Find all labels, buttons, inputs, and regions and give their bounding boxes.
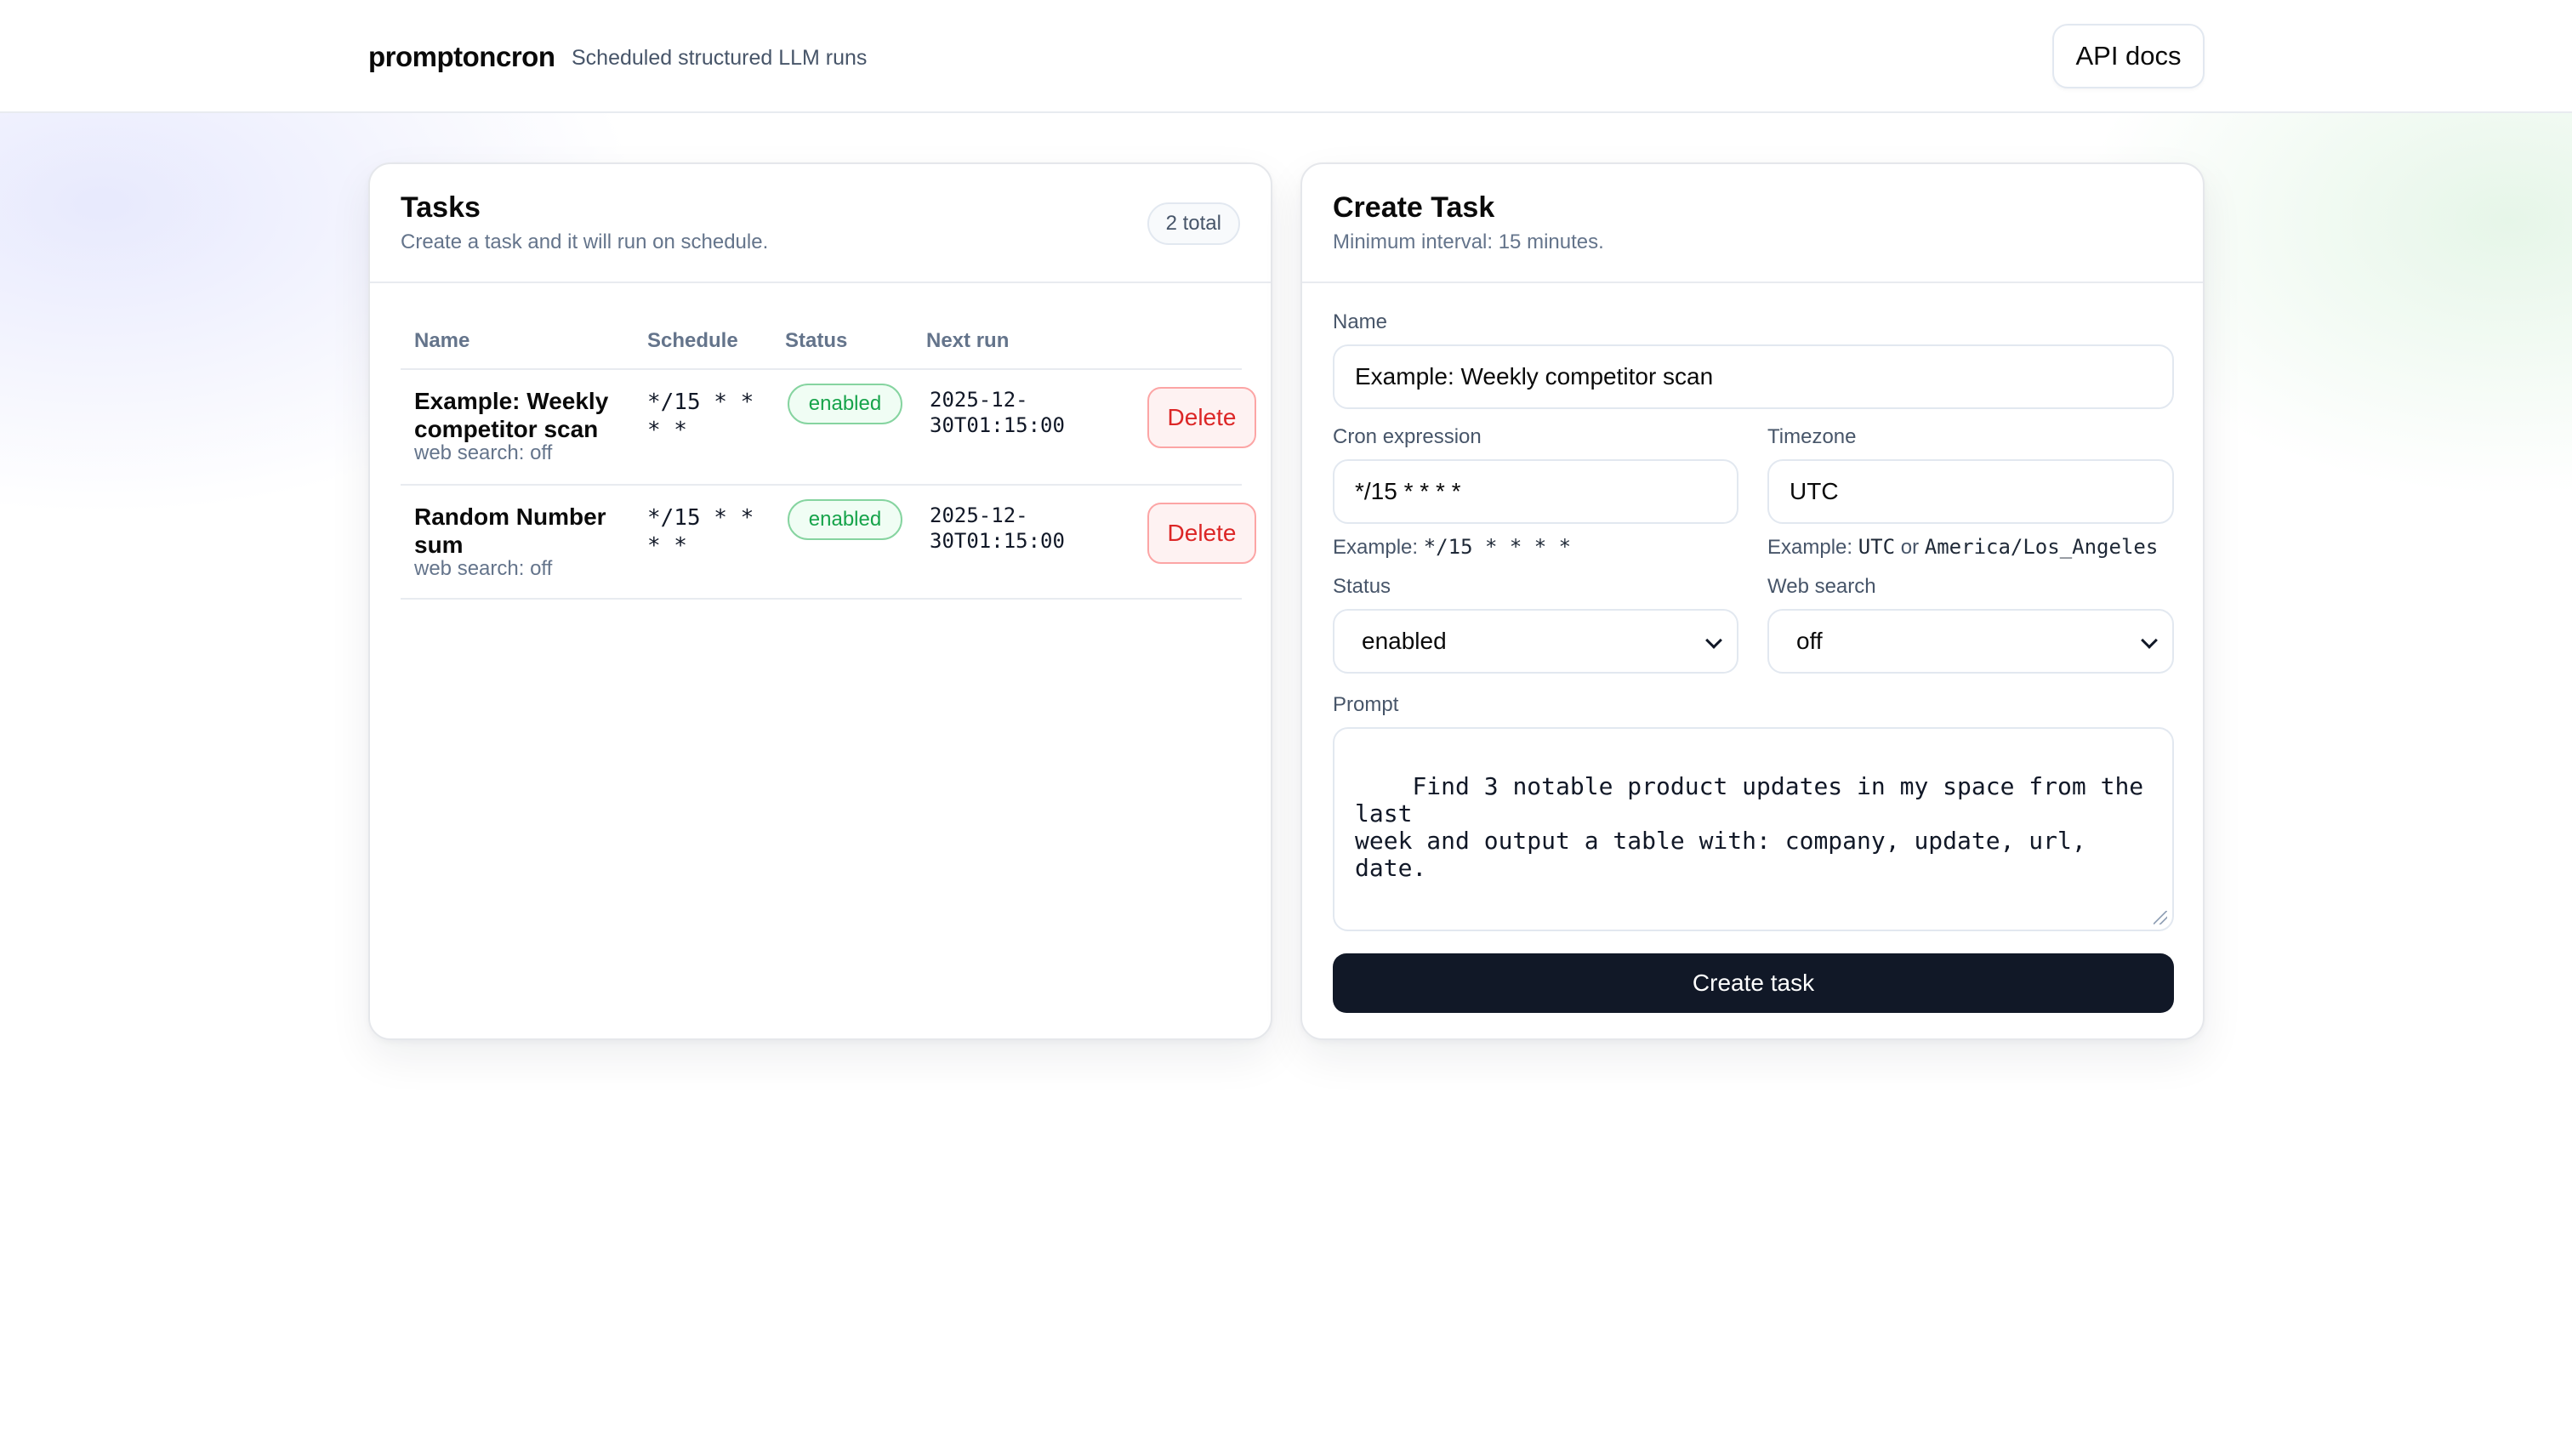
task-name: Random Number sum bbox=[414, 503, 606, 558]
table-row: Random Number sum web search: off */15 *… bbox=[401, 484, 1256, 600]
timezone-hint: Example: UTC or America/Los_Angeles bbox=[1767, 535, 2158, 560]
chevron-down-icon bbox=[1705, 632, 1722, 649]
timezone-hint-code-utc: UTC bbox=[1858, 535, 1896, 559]
resize-handle-icon[interactable] bbox=[2154, 911, 2167, 924]
prompt-textarea[interactable]: Find 3 notable product updates in my spa… bbox=[1333, 727, 2174, 931]
create-task-panel: Create Task Minimum interval: 15 minutes… bbox=[1300, 162, 2205, 1040]
timezone-label: Timezone bbox=[1767, 425, 1857, 448]
timezone-hint-code-la: America/Los_Angeles bbox=[1924, 535, 2159, 559]
web-search-select[interactable]: off bbox=[1767, 609, 2174, 674]
delete-task-button[interactable]: Delete bbox=[1147, 387, 1256, 448]
web-search-label: Web search bbox=[1767, 575, 1876, 598]
create-task-subtitle: Minimum interval: 15 minutes. bbox=[1333, 230, 1604, 253]
tasks-panel: Tasks Create a task and it will run on s… bbox=[368, 162, 1272, 1040]
timezone-hint-or: or bbox=[1900, 536, 1920, 559]
name-input[interactable]: Example: Weekly competitor scan bbox=[1333, 344, 2174, 409]
status-select[interactable]: enabled bbox=[1333, 609, 1738, 674]
task-next-run: 2025-12-30T01:15:00 bbox=[930, 503, 1065, 553]
timezone-hint-prefix: Example: bbox=[1767, 536, 1853, 559]
delete-task-button[interactable]: Delete bbox=[1147, 503, 1256, 564]
web-search-select-value: off bbox=[1796, 628, 1823, 654]
api-docs-button[interactable]: API docs bbox=[2052, 24, 2205, 88]
status-badge: enabled bbox=[788, 384, 902, 424]
app-tagline: Scheduled structured LLM runs bbox=[572, 46, 868, 70]
tasks-total-badge: 2 total bbox=[1147, 202, 1240, 245]
create-task-header: Create Task Minimum interval: 15 minutes… bbox=[1302, 164, 2203, 283]
task-meta: web search: off bbox=[414, 441, 553, 464]
tasks-subtitle: Create a task and it will run on schedul… bbox=[401, 230, 769, 253]
task-name: Example: Weekly competitor scan bbox=[414, 388, 609, 442]
table-row: Example: Weekly competitor scan web sear… bbox=[401, 368, 1256, 484]
cron-input[interactable]: */15 * * * * bbox=[1333, 459, 1738, 524]
tasks-panel-header: Tasks Create a task and it will run on s… bbox=[370, 164, 1271, 283]
column-header-schedule: Schedule bbox=[647, 329, 738, 352]
task-schedule: */15 * * * * bbox=[647, 390, 754, 443]
column-header-next-run: Next run bbox=[926, 329, 1010, 352]
cron-hint-prefix: Example: bbox=[1333, 536, 1419, 559]
cron-input-value: */15 * * * * bbox=[1355, 478, 1461, 504]
cron-hint-code: */15 * * * * bbox=[1423, 535, 1572, 559]
status-badge: enabled bbox=[788, 499, 902, 540]
task-next-run: 2025-12-30T01:15:00 bbox=[930, 388, 1065, 437]
status-select-value: enabled bbox=[1362, 628, 1447, 654]
prompt-label: Prompt bbox=[1333, 693, 1399, 716]
top-bar: promptoncron Scheduled structured LLM ru… bbox=[0, 0, 2572, 113]
create-task-title: Create Task bbox=[1333, 191, 1495, 224]
task-schedule: */15 * * * * bbox=[647, 505, 754, 559]
chevron-down-icon bbox=[2141, 632, 2158, 649]
name-input-value: Example: Weekly competitor scan bbox=[1355, 363, 1714, 390]
create-task-button[interactable]: Create task bbox=[1333, 953, 2174, 1013]
cron-label: Cron expression bbox=[1333, 425, 1482, 448]
tasks-title: Tasks bbox=[401, 191, 481, 224]
status-label: Status bbox=[1333, 575, 1391, 598]
column-header-name: Name bbox=[414, 329, 470, 352]
column-header-status: Status bbox=[785, 329, 848, 352]
app-brand: promptoncron bbox=[368, 41, 555, 72]
cron-hint: Example: */15 * * * * bbox=[1333, 535, 1571, 560]
name-label: Name bbox=[1333, 310, 1388, 333]
task-meta: web search: off bbox=[414, 557, 553, 580]
timezone-input-value: UTC bbox=[1790, 478, 1839, 504]
timezone-input[interactable]: UTC bbox=[1767, 459, 2174, 524]
prompt-textarea-value: Find 3 notable product updates in my spa… bbox=[1355, 772, 2144, 882]
